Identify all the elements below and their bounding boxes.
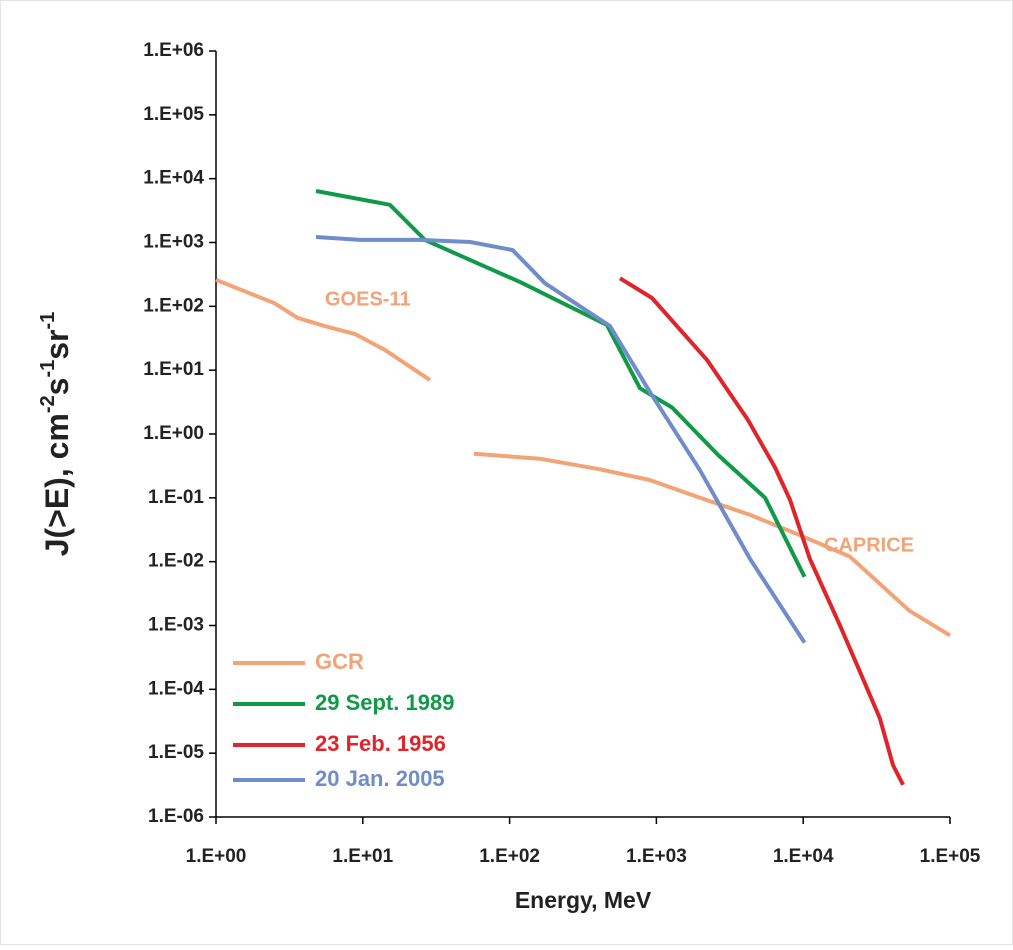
y-tick-label: 1.E+03 [143, 232, 204, 253]
y-tick-label: 1.E+05 [143, 104, 204, 125]
legend-label: 20 Jan. 2005 [315, 766, 445, 791]
x-tick-label: 1.E+02 [479, 846, 540, 867]
y-tick-label: 1.E+06 [143, 40, 204, 61]
y-tick-label: 1.E-03 [148, 615, 204, 636]
y-axis-title-part: -1 [37, 360, 59, 378]
y-tick-label: 1.E-05 [148, 742, 204, 763]
y-axis-title: J(>E), cm-2s-1sr-1 [37, 312, 75, 557]
legend-label: 29 Sept. 1989 [315, 690, 454, 715]
x-axis-title: Energy, MeV [515, 887, 652, 913]
y-axis-title-part: J(>E), cm [39, 413, 75, 556]
y-axis-title-part: s [39, 378, 75, 396]
legend-label: GCR [315, 649, 364, 674]
y-tick-label: 1.E-06 [148, 806, 204, 827]
annotation: GOES-11 [325, 288, 411, 310]
x-tick-label: 1.E+04 [773, 846, 834, 867]
x-tick-label: 1.E+03 [626, 846, 687, 867]
y-tick-label: 1.E-04 [148, 678, 204, 699]
x-tick-label: 1.E+01 [332, 846, 393, 867]
y-axis-title-part: -1 [37, 312, 59, 330]
annotation: CAPRICE [824, 534, 914, 556]
y-axis-title-part: -2 [37, 395, 59, 413]
x-tick-label: 1.E+05 [920, 846, 981, 867]
y-tick-label: 1.E+01 [143, 359, 204, 380]
series-line [618, 276, 905, 786]
legend-label: 23 Feb. 1956 [315, 731, 446, 756]
y-tick-label: 1.E+00 [143, 423, 204, 444]
y-tick-label: 1.E-02 [148, 551, 204, 572]
series-line [315, 235, 807, 644]
series-line [215, 277, 952, 638]
y-tick-label: 1.E+04 [143, 168, 204, 189]
y-tick-label: 1.E+02 [143, 295, 204, 316]
y-tick-label: 1.E-01 [148, 487, 204, 508]
y-axis-title-part: sr [39, 329, 75, 359]
x-tick-label: 1.E+00 [186, 846, 247, 867]
